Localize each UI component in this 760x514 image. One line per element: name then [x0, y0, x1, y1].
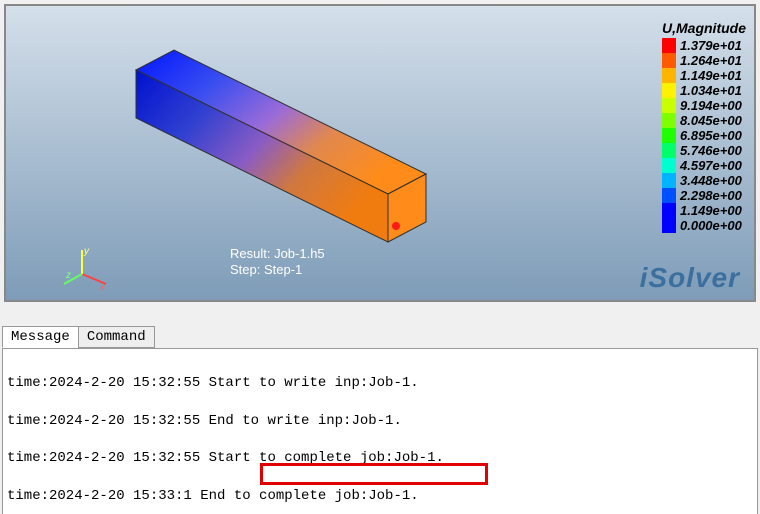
- legend-row: 5.746e+00: [662, 143, 746, 158]
- legend-row: 9.194e+00: [662, 98, 746, 113]
- result-info: Result: Job-1.h5 Step: Step-1: [230, 246, 325, 279]
- viewport-3d[interactable]: U,Magnitude 1.379e+011.264e+011.149e+011…: [4, 4, 756, 302]
- tab-command[interactable]: Command: [78, 326, 155, 348]
- legend-label: 0.000e+00: [680, 218, 742, 233]
- legend-row: 1.264e+01: [662, 53, 746, 68]
- legend-label: 1.264e+01: [680, 53, 742, 68]
- log-line: time:2024-2-20 15:33:1 End to complete j…: [7, 487, 753, 506]
- brand-logo: iSolver: [640, 262, 740, 294]
- output-tabs: Message Command: [2, 326, 760, 348]
- legend-label: 1.379e+01: [680, 38, 742, 53]
- legend-swatch: [662, 173, 676, 188]
- legend-swatch: [662, 98, 676, 113]
- legend-row: 2.298e+00: [662, 188, 746, 203]
- tab-message[interactable]: Message: [2, 326, 79, 348]
- legend-swatch: [662, 113, 676, 128]
- log-line: time:2024-2-20 15:32:55 Start to write i…: [7, 374, 753, 393]
- legend-title: U,Magnitude: [662, 20, 746, 36]
- legend-label: 1.149e+00: [680, 203, 742, 218]
- legend-row: 0.000e+00: [662, 218, 746, 233]
- result-file-label: Result: Job-1.h5: [230, 246, 325, 262]
- axis-z-label: z: [65, 270, 71, 281]
- beam-model: [116, 46, 456, 246]
- legend-row: 1.379e+01: [662, 38, 746, 53]
- legend-label: 1.149e+01: [680, 68, 742, 83]
- legend-label: 4.597e+00: [680, 158, 742, 173]
- legend-swatch: [662, 203, 676, 218]
- legend-row: 1.034e+01: [662, 83, 746, 98]
- axis-x-label: x: [99, 282, 106, 292]
- legend-swatch: [662, 68, 676, 83]
- legend-label: 6.895e+00: [680, 128, 742, 143]
- color-legend: U,Magnitude 1.379e+011.264e+011.149e+011…: [662, 20, 746, 233]
- legend-label: 5.746e+00: [680, 143, 742, 158]
- legend-row: 3.448e+00: [662, 173, 746, 188]
- legend-swatch: [662, 218, 676, 233]
- legend-label: 8.045e+00: [680, 113, 742, 128]
- legend-label: 3.448e+00: [680, 173, 742, 188]
- axis-y-label: y: [83, 246, 90, 257]
- legend-swatch: [662, 53, 676, 68]
- legend-swatch: [662, 38, 676, 53]
- axis-triad: x y z: [62, 244, 102, 284]
- legend-row: 8.045e+00: [662, 113, 746, 128]
- log-line: time:2024-2-20 15:32:55 End to write inp…: [7, 412, 753, 431]
- message-panel[interactable]: time:2024-2-20 15:32:55 Start to write i…: [2, 348, 758, 514]
- legend-swatch: [662, 188, 676, 203]
- legend-label: 2.298e+00: [680, 188, 742, 203]
- step-label: Step: Step-1: [230, 262, 325, 278]
- legend-label: 1.034e+01: [680, 83, 742, 98]
- legend-row: 4.597e+00: [662, 158, 746, 173]
- legend-row: 1.149e+00: [662, 203, 746, 218]
- log-line: time:2024-2-20 15:32:55 Start to complet…: [7, 449, 753, 468]
- legend-swatch: [662, 158, 676, 173]
- legend-swatch: [662, 143, 676, 158]
- probe-node-marker: [392, 222, 400, 230]
- legend-row: 6.895e+00: [662, 128, 746, 143]
- legend-swatch: [662, 83, 676, 98]
- legend-row: 1.149e+01: [662, 68, 746, 83]
- legend-swatch: [662, 128, 676, 143]
- legend-label: 9.194e+00: [680, 98, 742, 113]
